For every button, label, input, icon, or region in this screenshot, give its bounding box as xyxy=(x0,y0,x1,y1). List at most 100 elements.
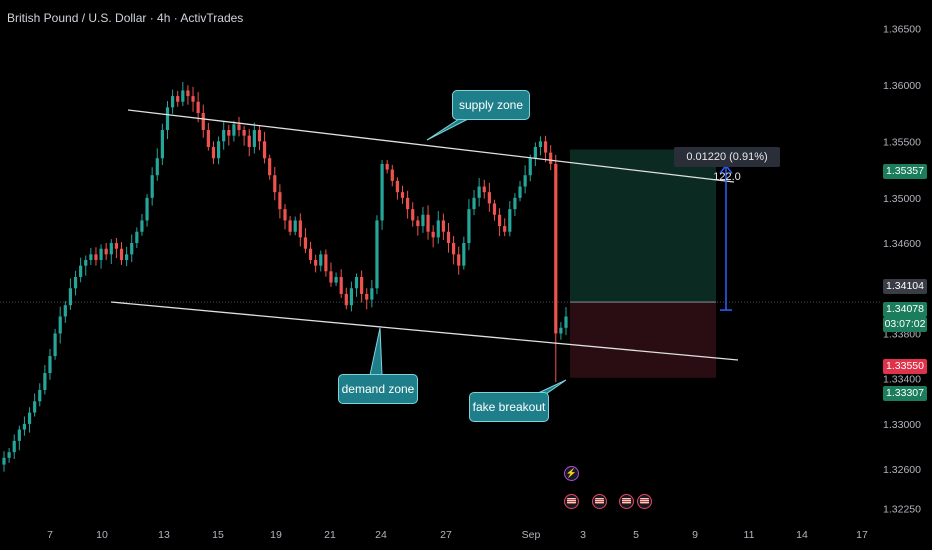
candle-body xyxy=(421,214,425,227)
x-tick-label: 17 xyxy=(856,529,868,541)
candle-body xyxy=(314,260,318,266)
uk-flag-icon[interactable] xyxy=(637,494,652,509)
candle-body xyxy=(7,452,11,458)
candle-body xyxy=(160,130,164,159)
target-zone xyxy=(570,149,716,303)
candle-body xyxy=(477,186,481,198)
x-tick-label: 24 xyxy=(375,529,387,541)
candle-body xyxy=(446,231,451,244)
candle-body xyxy=(564,316,568,328)
candle-body xyxy=(38,390,42,402)
candle-body xyxy=(349,288,354,306)
candle-body xyxy=(528,158,532,176)
candle-body xyxy=(104,248,108,255)
candle-body xyxy=(191,96,195,102)
candle-body xyxy=(58,316,62,334)
candle-body xyxy=(354,276,359,289)
candle-body xyxy=(426,214,430,232)
candle-body xyxy=(119,248,124,260)
supply-zone-callout[interactable]: supply zone xyxy=(452,90,530,120)
candle-body xyxy=(12,440,16,453)
stop-zone xyxy=(570,302,716,378)
candle-body xyxy=(268,158,272,176)
us-flag-icon[interactable] xyxy=(564,494,579,509)
candle-body xyxy=(283,209,287,221)
channel-lines[interactable] xyxy=(110,109,739,395)
candle-body xyxy=(211,146,216,159)
trade-zones xyxy=(570,149,716,378)
candle-body xyxy=(431,231,435,238)
candle-body xyxy=(518,186,522,198)
candle-body xyxy=(125,254,129,260)
candle-body xyxy=(68,288,73,306)
x-tick-label: 13 xyxy=(158,529,170,541)
x-tick-label: 3 xyxy=(580,529,586,541)
candle-body xyxy=(344,293,348,306)
candle-body xyxy=(406,197,410,210)
candle-body xyxy=(43,373,47,390)
candle-body xyxy=(482,186,486,193)
candle-body xyxy=(171,96,175,108)
candle-body xyxy=(232,124,236,136)
candle-body xyxy=(436,220,440,238)
high-price-tag: 1.34104 xyxy=(883,279,927,294)
y-tick-label: 1.35500 xyxy=(883,136,921,148)
candle-body xyxy=(508,209,512,232)
candle-body xyxy=(303,237,308,249)
candle-body xyxy=(2,457,6,465)
current-price-tag: 1.34078 xyxy=(883,302,927,317)
candle-body xyxy=(324,254,328,272)
candle-body xyxy=(273,175,277,193)
candle-body xyxy=(201,113,205,130)
us-flag-icon[interactable] xyxy=(592,494,607,509)
supply-callout-pointer xyxy=(426,116,473,141)
candle-body xyxy=(145,197,149,221)
candle-body xyxy=(114,243,118,249)
candle-body xyxy=(554,163,558,334)
demand-callout-pointer xyxy=(369,327,383,376)
us-flag-icon[interactable] xyxy=(619,494,634,509)
candle-body xyxy=(380,163,384,221)
candle-body xyxy=(339,276,343,294)
candle-body xyxy=(165,107,170,130)
y-tick-label: 1.36000 xyxy=(883,80,921,92)
candle-body xyxy=(17,429,21,441)
candle-body xyxy=(370,288,374,300)
candle-body xyxy=(462,243,466,266)
y-tick-label: 1.34600 xyxy=(883,238,921,250)
measure-label: 0.01220 (0.91%) 122.0 xyxy=(674,147,780,183)
candle-body xyxy=(130,243,134,255)
x-tick-label: 10 xyxy=(96,529,108,541)
stop-price-tag: 1.33550 xyxy=(883,359,927,374)
y-tick-label: 1.33400 xyxy=(883,374,921,386)
candle-body xyxy=(79,265,83,277)
candle-body xyxy=(94,254,98,260)
candle-body xyxy=(140,220,144,232)
candle-body xyxy=(237,124,241,130)
fake-breakout-callout[interactable]: fake breakout xyxy=(469,392,549,422)
candle-body xyxy=(543,141,548,153)
candle-body xyxy=(22,423,27,430)
demand-channel-line[interactable] xyxy=(110,301,739,361)
y-tick-label: 1.32250 xyxy=(883,504,921,516)
target-price-tag: 1.35357 xyxy=(883,164,927,179)
y-tick-label: 1.32600 xyxy=(883,464,921,476)
candle-body xyxy=(186,90,190,97)
candle-body xyxy=(222,130,226,142)
x-tick-label: 7 xyxy=(47,529,53,541)
candle-body xyxy=(334,276,338,283)
candle-body xyxy=(559,327,563,334)
candle-body xyxy=(155,158,159,176)
candle-body xyxy=(63,305,67,317)
candle-body xyxy=(53,333,57,357)
demand-zone-callout[interactable]: demand zone xyxy=(338,374,418,404)
candle-body xyxy=(538,141,543,147)
candle-body xyxy=(365,293,369,300)
lightning-event-icon[interactable]: ⚡ xyxy=(564,466,579,481)
supply-channel-line[interactable] xyxy=(127,109,735,183)
candle-body xyxy=(497,214,502,227)
candle-body xyxy=(242,130,246,136)
y-tick-label: 1.33000 xyxy=(883,419,921,431)
